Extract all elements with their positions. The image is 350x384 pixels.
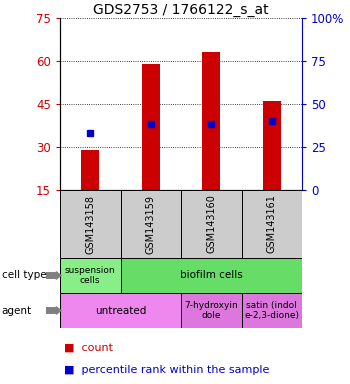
Text: cell type: cell type bbox=[2, 270, 46, 280]
Bar bbox=[181, 190, 242, 258]
Text: suspension
cells: suspension cells bbox=[65, 266, 116, 285]
Text: agent: agent bbox=[2, 306, 32, 316]
Bar bbox=[120, 190, 181, 258]
Bar bbox=[241, 293, 302, 328]
Bar bbox=[120, 258, 302, 293]
Text: GSM143161: GSM143161 bbox=[267, 195, 277, 253]
Title: GDS2753 / 1766122_s_at: GDS2753 / 1766122_s_at bbox=[93, 3, 269, 17]
Bar bbox=[263, 101, 281, 190]
Text: GSM143159: GSM143159 bbox=[146, 195, 156, 253]
Text: GSM143158: GSM143158 bbox=[85, 195, 95, 253]
Bar bbox=[60, 293, 181, 328]
Bar bbox=[60, 190, 120, 258]
Text: GSM143160: GSM143160 bbox=[206, 195, 216, 253]
Bar bbox=[241, 190, 302, 258]
Bar bbox=[181, 293, 242, 328]
Bar bbox=[81, 150, 99, 190]
Text: 7-hydroxyin
dole: 7-hydroxyin dole bbox=[184, 301, 238, 320]
Text: ■  count: ■ count bbox=[63, 343, 112, 353]
Bar bbox=[60, 258, 120, 293]
Text: untreated: untreated bbox=[95, 306, 146, 316]
Bar bbox=[202, 52, 220, 190]
Text: biofilm cells: biofilm cells bbox=[180, 270, 243, 280]
Text: satin (indol
e-2,3-dione): satin (indol e-2,3-dione) bbox=[244, 301, 299, 320]
Text: ■  percentile rank within the sample: ■ percentile rank within the sample bbox=[63, 365, 269, 375]
Bar bbox=[142, 64, 160, 190]
